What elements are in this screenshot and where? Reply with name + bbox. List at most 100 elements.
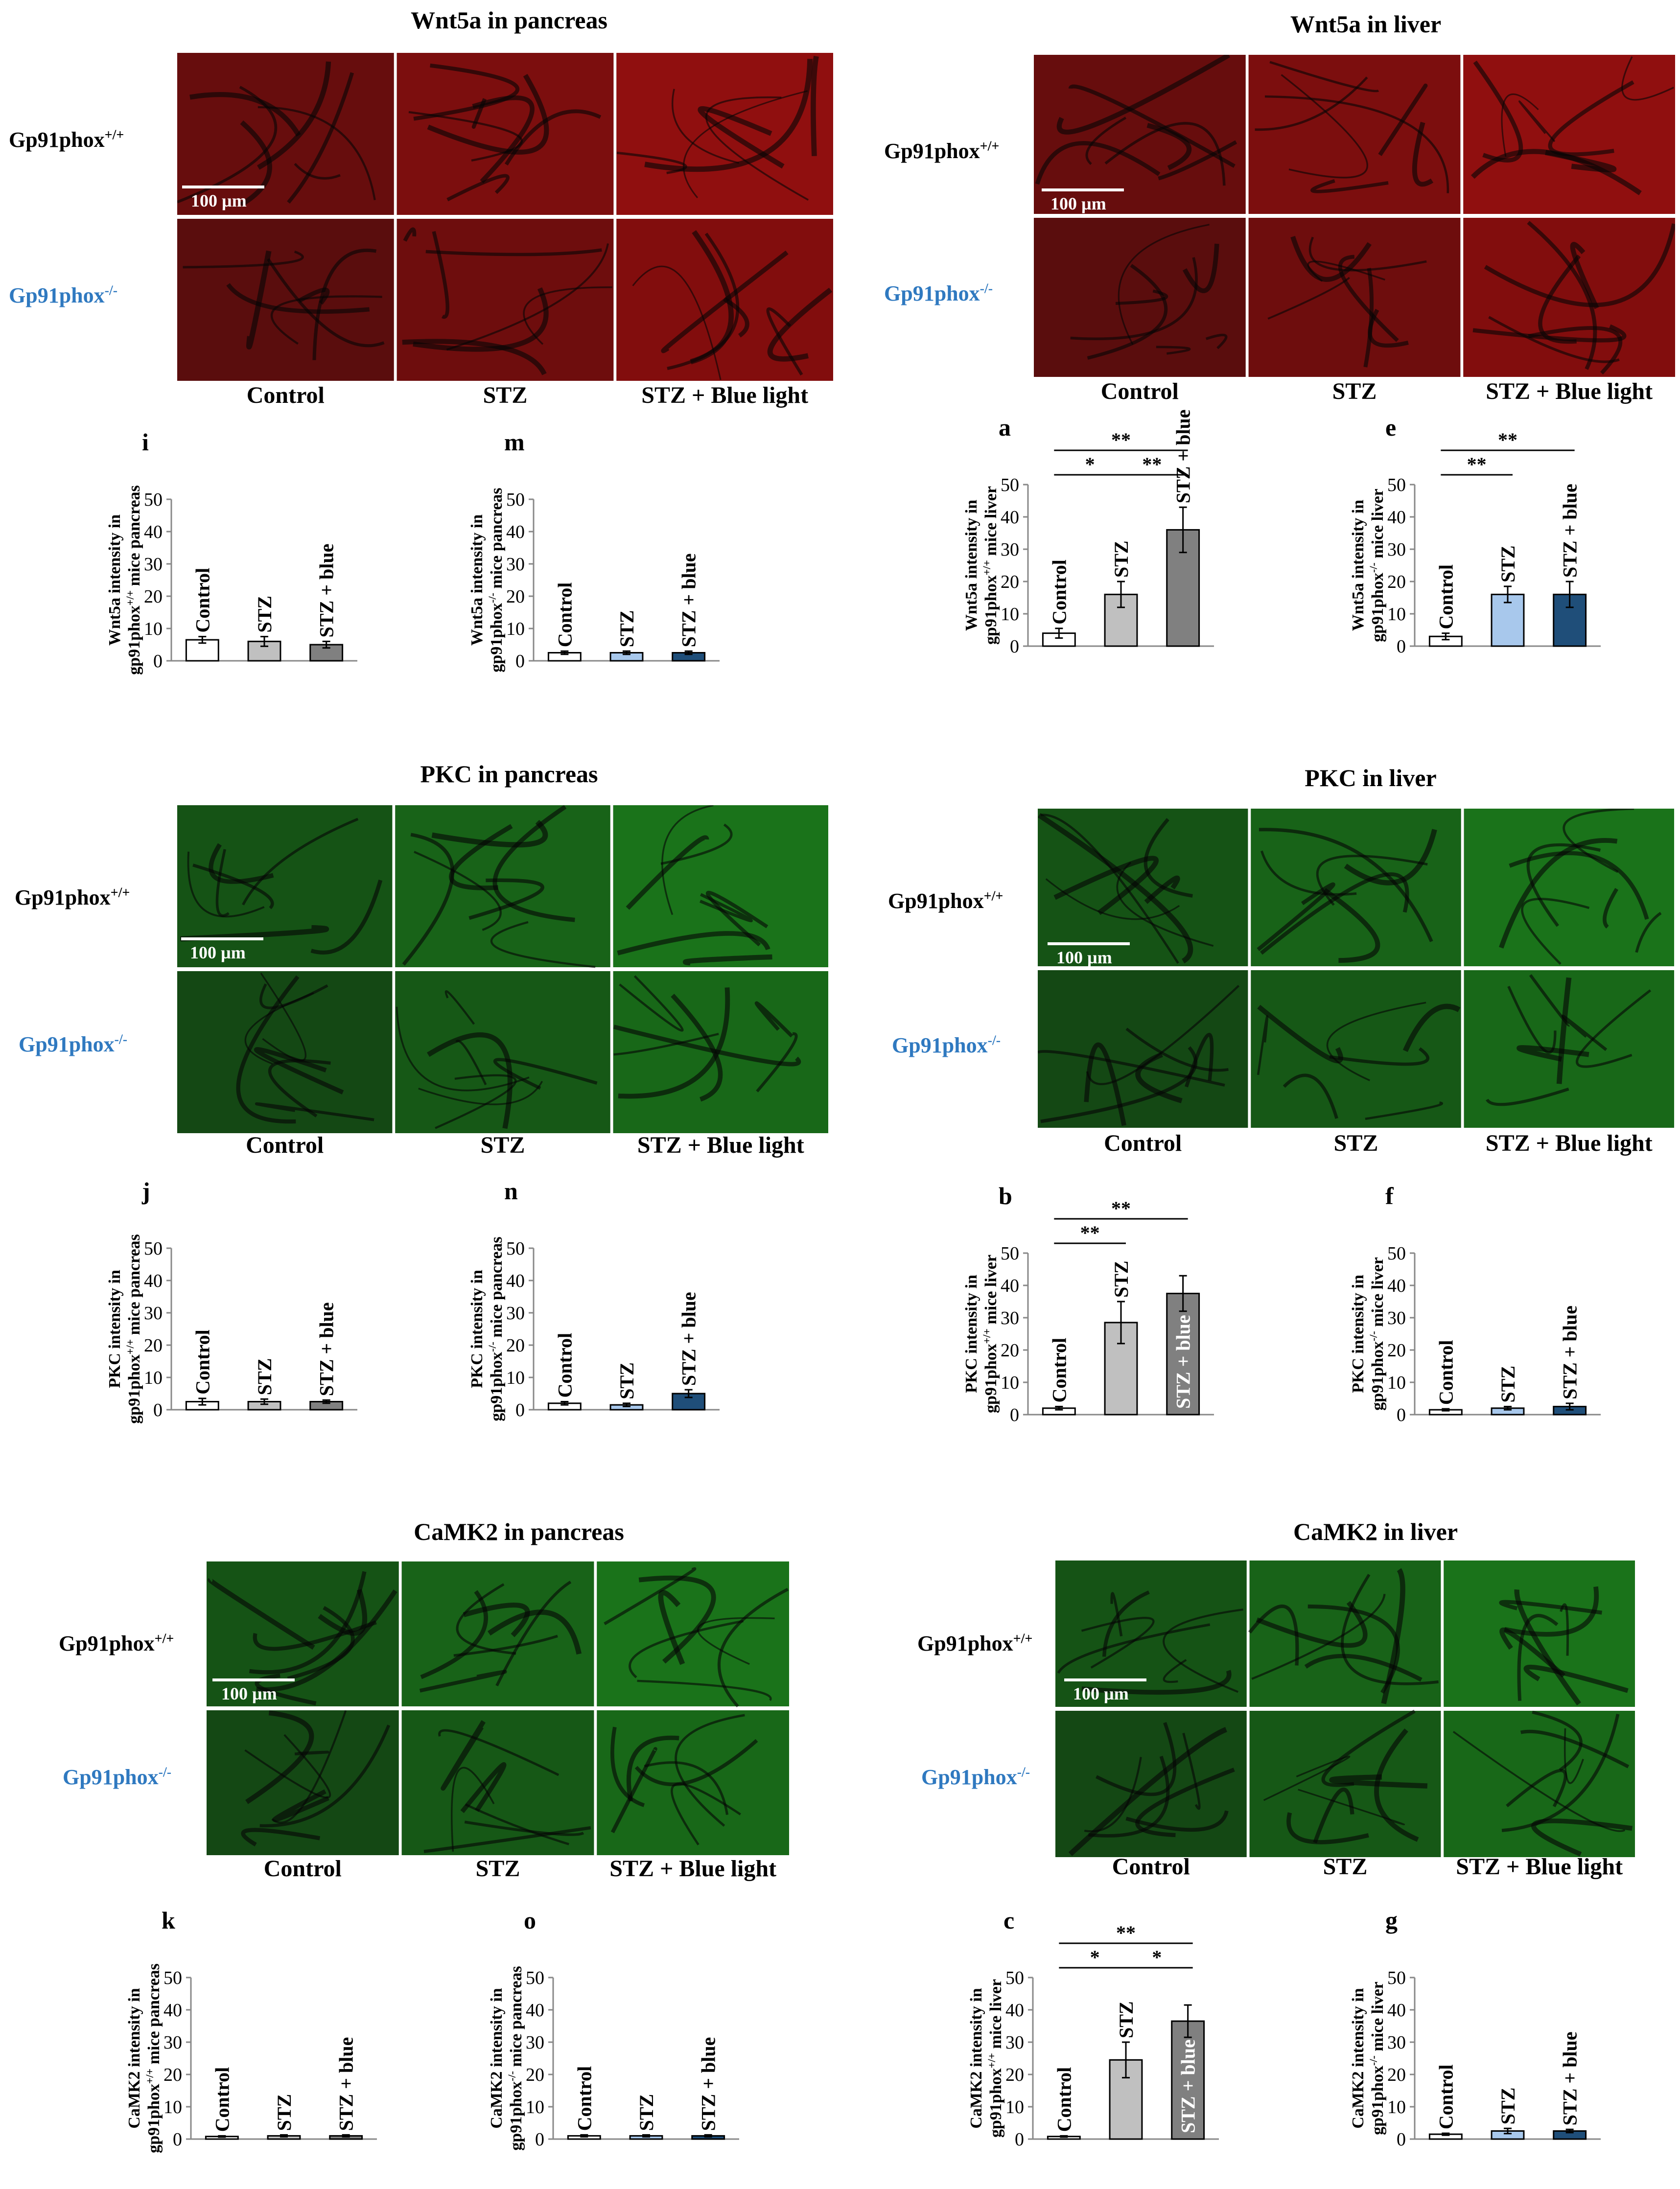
y-tick-label: 40: [1387, 507, 1406, 528]
scale-bar-label: 100 µm: [191, 191, 247, 210]
y-tick-label: 30: [526, 2032, 544, 2053]
genotype-label-wt: Gp91phox+/+: [888, 888, 1003, 913]
category-label: STZ + blue: [1172, 409, 1194, 503]
category-label: STZ + blue: [335, 2037, 357, 2131]
y-axis-label-line1: Wnt5a intensity in: [1349, 500, 1367, 631]
y-tick-label: 0: [1015, 2129, 1024, 2150]
y-tick-label: 10: [144, 619, 163, 639]
y-tick-label: 10: [1005, 2097, 1024, 2118]
micrograph-image: [613, 971, 828, 1133]
y-tick-label: 20: [144, 1335, 163, 1356]
y-tick-label: 50: [1387, 475, 1406, 495]
y-axis-label-line1: Wnt5a intensity in: [106, 514, 124, 646]
group-label: Control: [1104, 1130, 1182, 1156]
y-axis-label-line1: PKC intensity in: [106, 1270, 124, 1388]
genotype-label-ko: Gp91phox-/-: [63, 1765, 172, 1789]
micrograph-image: [401, 1710, 594, 1855]
category-label: STZ + blue: [698, 2037, 720, 2131]
y-tick-label: 50: [1001, 1243, 1019, 1264]
y-tick-label: 50: [506, 1238, 525, 1259]
section-title-camk2-liver: CaMK2 in liver: [1293, 1518, 1458, 1545]
scale-bar: 100 µm: [212, 1678, 295, 1703]
genotype-label-wt: Gp91phox+/+: [59, 1631, 174, 1655]
y-tick-label: 40: [1387, 2000, 1406, 2021]
y-axis-label-line2: gp91phox+/+ mice liver: [985, 1979, 1005, 2138]
y-axis-label-line2: gp91phox+/+ mice liver: [980, 1255, 1000, 1413]
y-tick-label: 50: [1005, 1968, 1024, 1988]
category-label: STZ + blue: [1559, 2031, 1581, 2125]
category-label: Control: [1053, 2067, 1075, 2132]
y-tick-label: 40: [506, 1271, 525, 1291]
micrograph-image: [395, 971, 610, 1133]
scale-bar-label: 100 µm: [1050, 194, 1106, 213]
y-tick-label: 0: [1010, 636, 1019, 657]
y-axis-label-line1: CaMK2 intensity in: [967, 1988, 985, 2128]
category-label: STZ + blue: [678, 553, 700, 647]
y-tick-label: 20: [1001, 572, 1019, 592]
panel-letter: e: [1385, 414, 1396, 441]
category-label: Control: [1435, 1340, 1457, 1405]
y-tick-label: 40: [144, 1271, 163, 1291]
group-label: Control: [263, 1856, 342, 1882]
category-label: Control: [573, 2066, 595, 2131]
group-label: STZ + Blue light: [1485, 1130, 1653, 1156]
panel-letter: o: [524, 1907, 536, 1934]
y-tick-label: 40: [1005, 2000, 1024, 2021]
section-title-wnt5a-pancreas: Wnt5a in pancreas: [411, 6, 607, 34]
micrograph-image: [1249, 1709, 1441, 1857]
y-tick-label: 0: [515, 651, 525, 672]
y-tick-label: 50: [1387, 1968, 1406, 1988]
y-tick-label: 30: [144, 554, 163, 575]
micrograph-image: [1034, 55, 1246, 214]
category-label: STZ + blue: [1172, 1315, 1194, 1409]
micrograph-image: [613, 805, 828, 967]
y-tick-label: 50: [506, 489, 525, 510]
y-tick-label: 50: [144, 489, 163, 510]
category-label: Control: [211, 2067, 233, 2132]
y-axis-label-line1: PKC intensity in: [1349, 1275, 1367, 1393]
bar-chart-g: g 0 10 20 30 40 50 CaMK2 intensity in gp91phox-/…: [1349, 1907, 1601, 2150]
y-tick-label: 0: [1397, 636, 1406, 657]
panel-letter: a: [999, 414, 1011, 441]
y-axis-label-line1: PKC intensity in: [468, 1270, 486, 1388]
y-tick-label: 0: [153, 1400, 163, 1421]
micrograph-image: [1464, 970, 1674, 1128]
scale-bar: 100 µm: [181, 937, 263, 962]
y-tick-label: 20: [1387, 1340, 1406, 1361]
category-label: STZ + blue: [1559, 484, 1581, 578]
group-label: Control: [246, 1132, 324, 1158]
y-tick-label: 10: [1387, 604, 1406, 625]
y-tick-label: 10: [506, 1368, 525, 1388]
y-tick-label: 30: [163, 2032, 182, 2053]
scale-bar: 100 µm: [1048, 942, 1130, 967]
micrograph-panels: [1055, 1560, 1635, 1857]
micrograph-image: [1251, 970, 1461, 1128]
y-axis-label-line1: PKC intensity in: [962, 1275, 980, 1393]
panel-letter: j: [141, 1177, 150, 1205]
micrograph-image: [397, 219, 614, 381]
y-tick-label: 10: [1001, 1373, 1019, 1393]
significance-marker: **: [1498, 429, 1517, 451]
group-label: STZ + Blue light: [1456, 1854, 1623, 1880]
micrograph-panels: [207, 1561, 789, 1855]
y-tick-label: 20: [1387, 2065, 1406, 2085]
y-tick-label: 50: [163, 1968, 182, 1988]
scale-bar-label: 100 µm: [1056, 948, 1112, 967]
category-label: STZ: [1497, 545, 1519, 582]
panel-letter: m: [504, 428, 525, 456]
significance-marker: **: [1111, 429, 1131, 451]
panel-letter: i: [142, 428, 149, 456]
y-tick-label: 20: [163, 2065, 182, 2085]
y-axis-label-line1: CaMK2 intensity in: [488, 1988, 506, 2128]
category-label: Control: [1048, 1338, 1070, 1403]
category-label: Control: [1048, 559, 1070, 625]
micrograph-image: [1038, 970, 1248, 1128]
y-tick-label: 10: [1387, 1373, 1406, 1393]
significance-marker: *: [1152, 1946, 1162, 1968]
group-label: STZ: [475, 1856, 520, 1882]
y-tick-label: 0: [1397, 2129, 1406, 2150]
group-label: STZ + Blue light: [641, 382, 809, 408]
bar-chart-a: a 0 10 20 30 40 50 Wnt5a intensity in gp91phox+/…: [962, 409, 1214, 657]
y-tick-label: 20: [526, 2065, 544, 2085]
significance-marker: **: [1467, 453, 1487, 475]
